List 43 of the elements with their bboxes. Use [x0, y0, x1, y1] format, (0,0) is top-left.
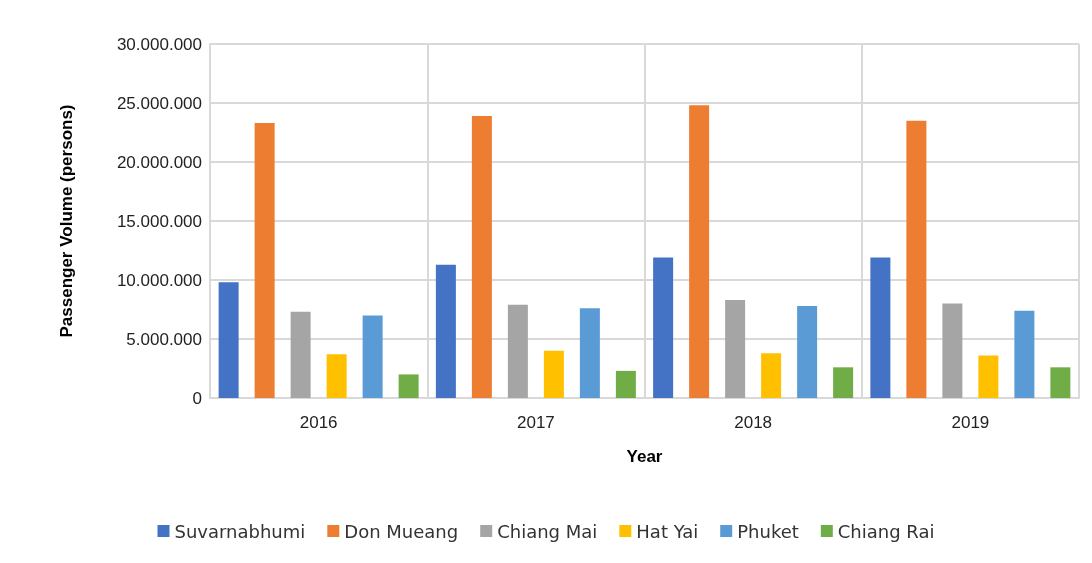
bar: [398, 374, 419, 398]
x-tick-label: 2016: [299, 413, 338, 432]
bar: [906, 120, 927, 398]
x-tick-label: 2017: [516, 413, 555, 432]
legend-label: Chiang Mai: [497, 520, 598, 542]
bar: [797, 305, 818, 398]
bar: [326, 354, 347, 398]
bar: [615, 370, 636, 398]
y-tick-label: 10.000.000: [116, 270, 202, 290]
x-tick-label: 2019: [951, 413, 990, 432]
bar: [978, 355, 999, 398]
y-axis-title: Passenger Volume (persons): [57, 104, 76, 338]
bar: [507, 304, 528, 398]
legend-label: Suvarnabhumi: [174, 520, 306, 542]
bar: [543, 350, 564, 398]
bar: [1050, 367, 1071, 398]
bar: [833, 367, 854, 398]
bar: [435, 264, 456, 398]
y-tick-label: 20.000.000: [116, 152, 202, 172]
bar: [1014, 310, 1035, 398]
bar: [870, 257, 891, 398]
x-axis-title: Year: [626, 447, 663, 466]
bar: [942, 303, 963, 398]
bar: [254, 123, 275, 398]
bar: [471, 115, 492, 398]
bar: [362, 315, 383, 398]
legend-label: Don Mueang: [344, 520, 459, 542]
y-tick-label: 30.000.000: [116, 34, 202, 54]
bar: [725, 300, 746, 398]
y-tick-label: 25.000.000: [116, 93, 202, 113]
y-tick-label: 0: [192, 388, 202, 408]
bar: [761, 353, 782, 398]
bar: [579, 308, 600, 398]
bar: [290, 311, 311, 398]
y-tick-label: 15.000.000: [116, 211, 202, 231]
x-tick-label: 2018: [734, 413, 773, 432]
legend-label: Phuket: [737, 520, 799, 542]
legend-label: Hat Yai: [636, 520, 699, 542]
bar: [218, 282, 239, 398]
bar: [689, 105, 710, 398]
bar: [653, 257, 674, 398]
y-tick-label: 5.000.000: [126, 329, 202, 349]
legend-label: Chiang Rai: [837, 520, 935, 542]
